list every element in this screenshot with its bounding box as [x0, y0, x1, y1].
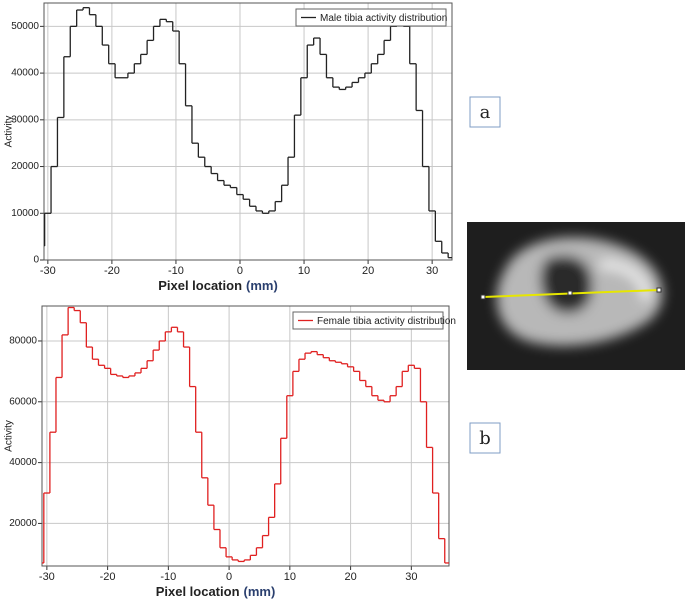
x-tick-label: -20 [104, 265, 120, 277]
plot-lines [42, 306, 449, 564]
x-tick-label: 10 [298, 265, 310, 277]
x-tick-label: 20 [362, 265, 374, 277]
y-tick-label: 50000 [11, 21, 39, 32]
plot-frame [43, 2, 453, 261]
y-tick-label: 40000 [9, 457, 37, 468]
tibia-image [467, 222, 685, 370]
y-tick-label: 30000 [11, 114, 39, 125]
x-tick-label: -10 [160, 571, 176, 583]
x-axis-label: Pixel location (mm) [156, 584, 276, 599]
x-tick-label: 10 [284, 571, 296, 583]
x-axis-unit: (mm) [246, 278, 278, 293]
x-tick-label: -20 [100, 571, 116, 583]
y-tick-label: 20000 [9, 518, 37, 529]
panel-label: b [479, 428, 491, 449]
panel-label-box [469, 96, 501, 128]
chart: -30 -20 -10 0 10 20 30 0 10000 20000 30000 40000 500… [4, 2, 453, 293]
panel-label-box [469, 422, 501, 454]
plot-lines [44, 7, 452, 259]
x-axis-title: Pixel location [158, 278, 242, 293]
x-axis-title: Pixel location [156, 584, 240, 599]
x-tick-label: -10 [168, 265, 184, 277]
x-tick-label: 0 [237, 265, 243, 277]
y-tick-label: 10000 [11, 208, 39, 219]
plot-frame [41, 305, 450, 567]
panel-label: a [480, 102, 491, 123]
y-axis-label: Activity [4, 116, 15, 148]
x-tick-label: 20 [344, 571, 356, 583]
y-tick-label: 80000 [9, 336, 37, 347]
x-tick-label: 30 [405, 571, 417, 583]
x-axis-label: Pixel location (mm) [158, 278, 278, 293]
legend-label: Female tibia activity distribution [317, 316, 456, 327]
x-axis-unit: (mm) [244, 584, 276, 599]
y-tick-label: 40000 [11, 68, 39, 79]
x-tick-label: 30 [426, 265, 438, 277]
x-tick-label: -30 [40, 265, 56, 277]
x-tick-label: -30 [39, 571, 55, 583]
legend-label: Male tibia activity distribution [320, 13, 447, 24]
legend-box [292, 311, 444, 330]
y-tick-label: 20000 [11, 161, 39, 172]
y-axis-label: Activity [4, 420, 15, 452]
chart: -30 -20 -10 0 10 20 30 20000 40000 60000 80000 Pixe… [4, 305, 456, 599]
y-tick-label: 60000 [9, 396, 37, 407]
x-tick-label: 0 [226, 571, 232, 583]
y-tick-label: 0 [33, 255, 39, 266]
legend-box [295, 8, 447, 27]
